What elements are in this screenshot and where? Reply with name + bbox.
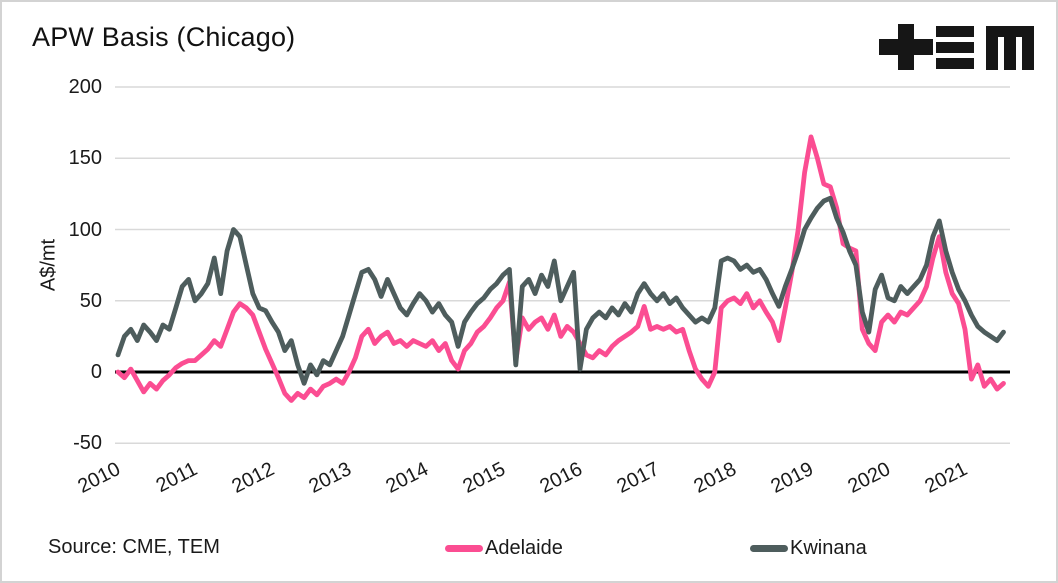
legend-swatch-kwinana: [750, 544, 788, 552]
legend-item-adelaide: Adelaide: [445, 534, 563, 562]
plus-icon: [879, 24, 933, 70]
y-tick-label: 150: [68, 147, 102, 170]
bars-icon: [936, 26, 974, 69]
legend-label-kwinana: Kwinana: [790, 536, 867, 559]
tem-logo: [879, 24, 1034, 70]
series-line-adelaide: [115, 134, 1006, 403]
y-tick-label: 0: [90, 361, 102, 383]
legend-label-adelaide: Adelaide: [485, 536, 563, 559]
y-tick-label: 200: [68, 76, 102, 98]
y-tick-label: 50: [79, 289, 102, 312]
legend-swatch-adelaide: [445, 544, 483, 552]
legend-item-kwinana: Kwinana: [750, 534, 867, 562]
source-note: Source: CME, TEM: [48, 536, 220, 558]
y-tick-label: 100: [68, 218, 102, 241]
m-icon: [986, 26, 1034, 70]
series-line-kwinana: [115, 195, 1006, 386]
y-tick-label: -50: [73, 432, 102, 455]
chart-title: APW Basis (Chicago): [32, 22, 296, 52]
footer-row: Source: CME, TEM Adelaide Kwinana: [2, 534, 1056, 562]
